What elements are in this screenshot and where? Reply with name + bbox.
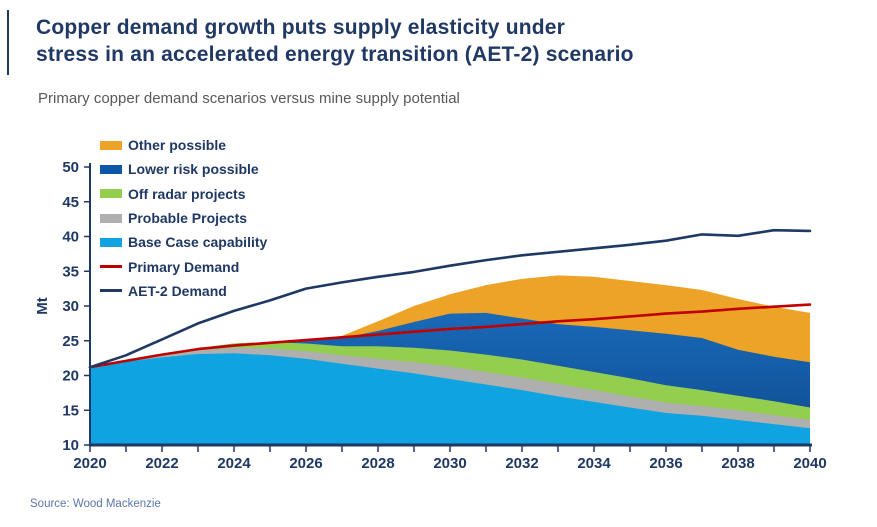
- legend-item-label: Other possible: [128, 137, 227, 154]
- primary-demand-line-icon: [100, 265, 122, 269]
- y-tick-label: 20: [62, 368, 79, 385]
- legend-item-label: AET-2 Demand: [128, 282, 227, 299]
- lower-risk-swatch-icon: [100, 164, 122, 174]
- legend-item-base-case-capability: Base Case capability: [100, 230, 267, 254]
- y-tick-label: 45: [62, 194, 79, 211]
- other-possible-swatch-icon: [100, 140, 122, 150]
- y-tick-label: 40: [62, 229, 79, 246]
- legend-item-label: Lower risk possible: [128, 161, 259, 178]
- legend-item-aet2-demand: AET-2 Demand: [100, 279, 267, 303]
- x-tick-label: 2030: [433, 455, 466, 472]
- x-tick-label: 2024: [217, 455, 251, 472]
- page-title-line-2: stress in an accelerated energy transiti…: [36, 43, 634, 66]
- x-tick-label: 2040: [793, 455, 826, 472]
- line-primary-demand: [88, 303, 812, 369]
- legend-item-label: Probable Projects: [128, 210, 248, 227]
- aet2-demand-line-icon: [100, 289, 122, 293]
- x-tick-label: 2020: [73, 455, 106, 472]
- y-tick-label: 35: [62, 263, 79, 280]
- probable-projects-swatch-icon: [100, 213, 122, 223]
- page-title: Copper demand growth puts supply elastic…: [36, 14, 816, 68]
- x-tick-label: 2028: [361, 455, 394, 472]
- x-tick-label: 2034: [577, 455, 611, 472]
- legend-item-label: Off radar projects: [128, 185, 246, 202]
- y-tick-label: 15: [62, 402, 79, 419]
- legend-item-off-radar-projects: Off radar projects: [100, 182, 267, 206]
- legend-item-label: Primary Demand: [128, 258, 240, 275]
- x-tick-label: 2022: [145, 455, 178, 472]
- title-accent-bar: [7, 10, 9, 75]
- legend-item-probable-projects: Probable Projects: [100, 206, 267, 230]
- off-radar-swatch-icon: [100, 189, 122, 199]
- legend-item-primary-demand: Primary Demand: [100, 254, 267, 278]
- x-tick-label: 2032: [505, 455, 538, 472]
- line-aet-2-demand: [88, 228, 812, 369]
- y-tick-label: 30: [62, 298, 79, 315]
- base-case-swatch-icon: [100, 237, 122, 247]
- y-tick-label: 50: [62, 159, 79, 176]
- legend-item-other-possible: Other possible: [100, 133, 267, 157]
- legend-item-lower-risk-possible: Lower risk possible: [100, 157, 267, 181]
- legend: Other possible Lower risk possible Off r…: [100, 133, 267, 303]
- x-tick-label: 2036: [649, 455, 682, 472]
- legend-item-label: Base Case capability: [128, 234, 268, 251]
- x-tick-label: 2026: [289, 455, 322, 472]
- y-tick-label: 25: [62, 333, 79, 350]
- area-base-case-capability: [90, 353, 810, 445]
- chart-subtitle: Primary copper demand scenarios versus m…: [38, 90, 460, 107]
- y-axis-title: Mt: [34, 297, 51, 315]
- x-tick-label: 2038: [721, 455, 754, 472]
- page-title-line-1: Copper demand growth puts supply elastic…: [36, 16, 566, 39]
- source-note: Source: Wood Mackenzie: [30, 498, 161, 510]
- y-tick-label: 10: [62, 437, 79, 454]
